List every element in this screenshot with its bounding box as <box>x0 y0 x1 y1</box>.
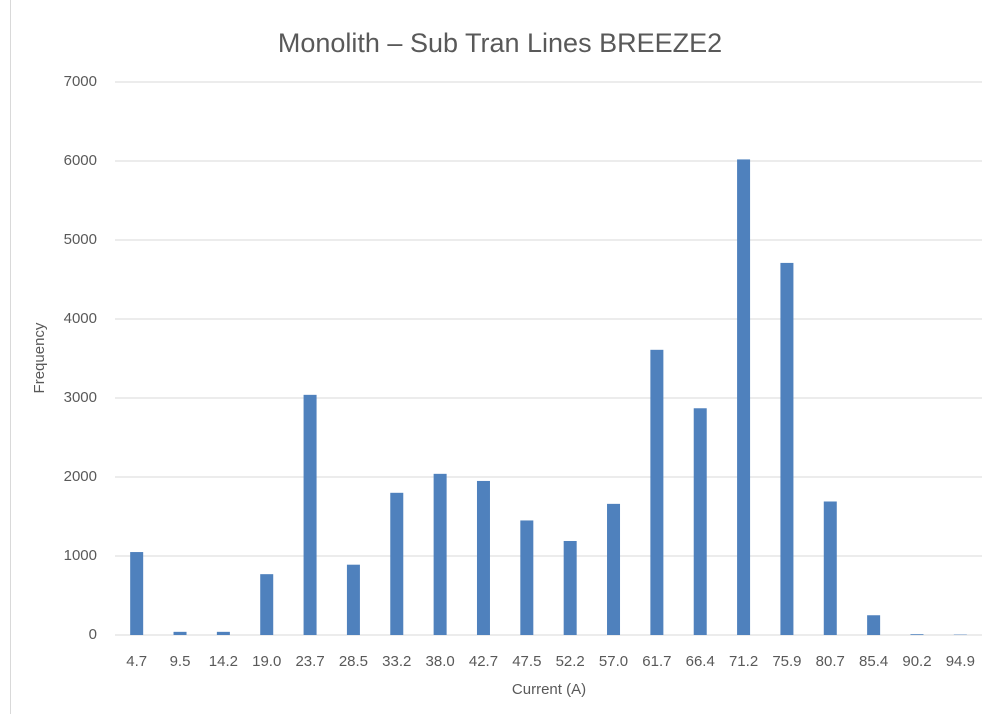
bar <box>216 631 230 635</box>
bar <box>650 349 664 635</box>
y-tick-label: 7000 <box>64 73 97 90</box>
chart-title: Monolith – Sub Tran Lines BREEZE2 <box>278 28 722 58</box>
bar <box>737 159 751 636</box>
x-tick-label: 33.2 <box>382 653 411 670</box>
y-tick-label: 3000 <box>64 389 97 406</box>
x-tick-label: 42.7 <box>469 653 498 670</box>
bar <box>346 564 360 635</box>
x-tick-label: 75.9 <box>772 653 801 670</box>
x-tick-label: 19.0 <box>252 653 281 670</box>
x-tick-label: 47.5 <box>512 653 541 670</box>
x-tick-label: 4.7 <box>126 653 147 670</box>
bar <box>867 615 881 635</box>
x-tick-label: 80.7 <box>816 653 845 670</box>
y-tick-label: 5000 <box>64 231 97 248</box>
x-tick-label: 28.5 <box>339 653 368 670</box>
y-tick-label: 1000 <box>64 547 97 564</box>
x-tick-label: 9.5 <box>170 653 191 670</box>
bar <box>260 574 274 635</box>
bar <box>563 540 577 635</box>
x-tick-label: 94.9 <box>946 653 975 670</box>
x-tick-label: 38.0 <box>426 653 455 670</box>
bar <box>303 394 317 635</box>
y-tick-label: 2000 <box>64 468 97 485</box>
x-tick-label: 90.2 <box>902 653 931 670</box>
bar <box>607 503 621 635</box>
bar <box>910 634 924 635</box>
bar <box>130 552 144 635</box>
y-tick-label: 4000 <box>64 310 97 327</box>
chart-border <box>10 0 11 714</box>
x-tick-label: 52.2 <box>556 653 585 670</box>
x-tick-label: 85.4 <box>859 653 888 670</box>
y-tick-label: 0 <box>89 626 97 643</box>
x-tick-label: 14.2 <box>209 653 238 670</box>
bar <box>476 480 490 635</box>
bar <box>173 631 187 635</box>
bar <box>780 262 794 635</box>
x-tick-label: 23.7 <box>295 653 324 670</box>
bar <box>693 408 707 635</box>
x-tick-label: 57.0 <box>599 653 628 670</box>
x-tick-label: 61.7 <box>642 653 671 670</box>
x-tick-label: 71.2 <box>729 653 758 670</box>
y-axis-label: Frequency <box>31 322 48 393</box>
bar <box>823 501 837 635</box>
bar <box>520 520 534 635</box>
y-tick-label: 6000 <box>64 152 97 169</box>
x-axis-label: Current (A) <box>512 681 586 698</box>
x-tick-label: 66.4 <box>686 653 715 670</box>
bar <box>390 492 404 635</box>
bar <box>433 473 447 635</box>
